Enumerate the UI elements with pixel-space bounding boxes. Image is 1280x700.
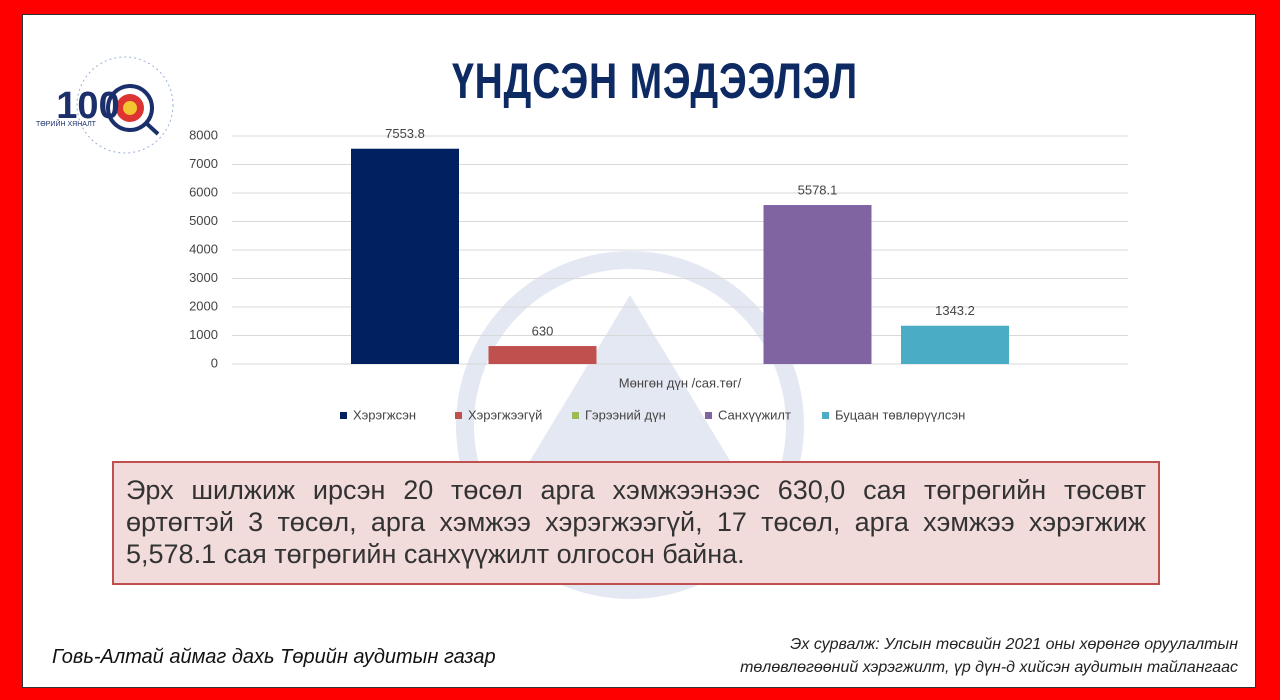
value-label: 630: [532, 323, 554, 338]
y-tick-label: 2000: [189, 298, 218, 313]
y-tick-label: 4000: [189, 241, 218, 256]
logo-number: 100: [56, 85, 119, 127]
y-tick-label: 5000: [189, 213, 218, 228]
footer-left: Говь-Алтай аймаг дахь Төрийн аудитын газ…: [52, 646, 496, 668]
y-tick-label: 1000: [189, 327, 218, 342]
bar: [901, 325, 1009, 364]
value-label: 5578.1: [798, 182, 838, 197]
legend-swatch: [822, 412, 829, 419]
y-tick-label: 3000: [189, 270, 218, 285]
bar: [351, 148, 459, 364]
legend-label: Буцаан төвлөрүүлсэн: [835, 407, 965, 422]
legend-label: Гэрээний дүн: [585, 407, 666, 422]
legend-swatch: [340, 412, 347, 419]
logo: 100 ТӨРИЙН ХЯНАЛТ: [36, 56, 174, 154]
legend-swatch: [572, 412, 579, 419]
legend-label: Санхүүжилт: [718, 407, 791, 422]
bar: [763, 205, 872, 364]
logo-text: ТӨРИЙН ХЯНАЛТ: [36, 119, 97, 128]
y-tick-label: 7000: [189, 156, 218, 171]
y-tick-label: 6000: [189, 184, 218, 199]
legend-swatch: [455, 412, 462, 419]
legend-label: Хэрэгжсэн: [353, 407, 416, 422]
source-line: Эх сурвалж: Улсын төсвийн 2021 оны хөрөн…: [790, 636, 1238, 653]
legend-label: Хэрэгжээгүй: [468, 407, 542, 422]
summary-box: Эрх шилжиж ирсэн 20 төсөл арга хэмжээнээ…: [112, 461, 1160, 585]
slide-title: ҮНДСЭН МЭДЭЭЛЭЛ: [452, 53, 858, 109]
y-tick-label: 8000: [189, 127, 218, 142]
bar: [488, 346, 597, 364]
source-line: төлөвлөгөөний хэрэгжилт, үр дүн-д хийсэн…: [740, 659, 1238, 676]
legend-swatch: [705, 412, 712, 419]
value-label: 1343.2: [935, 303, 975, 318]
value-label: 7553.8: [385, 126, 425, 141]
y-tick-label: 0: [211, 355, 218, 370]
x-axis-title: Мөнгөн дүн /сая.төг/: [619, 375, 742, 390]
